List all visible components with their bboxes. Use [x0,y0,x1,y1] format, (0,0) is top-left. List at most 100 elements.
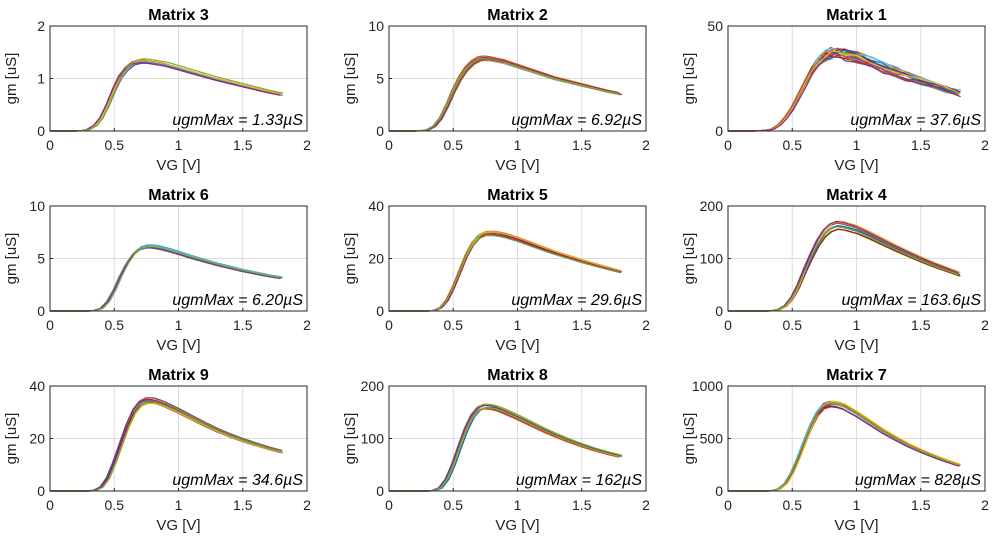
series-line [728,226,960,312]
x-tick-label: 0.5 [105,317,125,333]
chart-title: Matrix 7 [826,367,887,384]
subplot-3: 0 0.5 1 1.5 2 0 50 Matrix 1 VG [V] gm [uS] ugmMax … [681,7,989,174]
chart-title: Matrix 5 [487,187,548,204]
annotation-label: ugmMax = 34.6µS [172,472,303,489]
y-tick-label: 0 [376,483,384,499]
annotation-label: ugmMax = 6.92µS [511,112,642,129]
x-axis-label: VG [V] [156,517,200,534]
x-axis-label: VG [V] [834,157,878,174]
x-tick-label: 0 [724,137,732,153]
y-tick-label: 100 [361,431,385,447]
x-axis-label: VG [V] [834,517,878,534]
annotation-label: ugmMax = 6.20µS [172,292,303,309]
y-axis-label: gm [uS] [342,53,359,105]
y-tick-label: 20 [29,431,45,447]
x-tick-label: 0 [385,497,393,513]
chart-title: Matrix 1 [826,7,887,24]
annotation-label: ugmMax = 29.6µS [511,292,642,309]
subplot-9: 0 0.5 1 1.5 2 0 500 1000 Matrix 7 VG [V] gm [uS] ug… [681,367,989,534]
chart-title: Matrix 8 [487,367,548,384]
y-tick-label: 0 [37,483,45,499]
x-axis-label: VG [V] [156,337,200,354]
chart-title: Matrix 2 [487,7,548,24]
x-axis-label: VG [V] [156,157,200,174]
y-tick-label: 0 [37,123,45,139]
x-tick-label: 1.5 [911,497,931,513]
series-line [728,54,961,132]
y-tick-label: 2 [37,18,45,34]
x-tick-label: 0 [385,317,393,333]
x-tick-label: 2 [642,137,650,153]
annotation-label: ugmMax = 37.6µS [850,112,981,129]
x-tick-label: 1 [853,497,861,513]
y-axis-label: gm [uS] [3,413,20,465]
x-tick-label: 1 [175,137,183,153]
x-tick-label: 0 [46,137,54,153]
x-tick-label: 0 [724,497,732,513]
x-axis-label: VG [V] [495,517,539,534]
x-tick-label: 2 [981,137,989,153]
annotation-label: ugmMax = 163.6µS [841,292,981,309]
series-line [389,406,621,492]
x-axis-label: VG [V] [495,337,539,354]
y-tick-label: 100 [700,251,724,267]
x-tick-label: 0.5 [444,137,464,153]
y-tick-label: 40 [29,378,45,394]
x-tick-label: 0 [46,317,54,333]
y-tick-label: 0 [715,123,723,139]
series-line [728,402,959,492]
x-tick-label: 0.5 [444,497,464,513]
chart-title: Matrix 3 [148,7,209,24]
series-line [728,400,962,492]
series-line [728,50,961,132]
annotation-label: ugmMax = 162µS [516,472,643,489]
y-tick-label: 200 [361,378,385,394]
y-tick-label: 5 [37,251,45,267]
x-tick-label: 1 [514,317,522,333]
y-tick-label: 10 [29,198,45,214]
chart-title: Matrix 6 [148,187,209,204]
x-tick-label: 1 [514,137,522,153]
x-tick-label: 0.5 [783,497,803,513]
series-line [50,58,284,132]
y-axis-label: gm [uS] [342,413,359,465]
annotation-label: ugmMax = 1.33µS [172,112,303,129]
x-tick-label: 2 [303,137,311,153]
y-tick-label: 1000 [692,378,723,394]
series-line [389,404,619,492]
y-axis-label: gm [uS] [681,413,698,465]
y-tick-label: 0 [715,303,723,319]
x-tick-label: 0.5 [783,317,803,333]
x-tick-label: 1.5 [911,137,931,153]
x-tick-label: 1.5 [233,317,253,333]
subplot-6: 0 0.5 1 1.5 2 0 100 200 Matrix 4 VG [V] gm [uS] ugm… [681,187,989,354]
x-tick-label: 1 [853,317,861,333]
x-axis-label: VG [V] [834,337,878,354]
y-tick-label: 0 [376,123,384,139]
x-tick-label: 1 [853,137,861,153]
x-tick-label: 2 [981,317,989,333]
y-tick-label: 1 [37,71,45,87]
series-line [50,60,282,132]
subplot-1: 0 0.5 1 1.5 2 0 1 2 Matrix 3 VG [V] gm [uS] ugmMax … [3,7,311,174]
x-tick-label: 0 [385,137,393,153]
y-tick-label: 40 [368,198,384,214]
x-tick-label: 2 [303,317,311,333]
subplot-4: 0 0.5 1 1.5 2 0 5 10 Matrix 6 VG [V] gm [uS] ugmMax… [3,187,311,354]
chart-title: Matrix 9 [148,367,209,384]
series-line [50,247,282,312]
subplot-8: 0 0.5 1 1.5 2 0 100 200 Matrix 8 VG [V] gm [uS] ugm… [342,367,650,534]
y-axis-label: gm [uS] [681,53,698,105]
series-line [50,401,284,492]
series-line [389,234,622,312]
x-tick-label: 2 [642,497,650,513]
x-tick-label: 1 [175,497,183,513]
x-tick-label: 1.5 [572,137,592,153]
chart-title: Matrix 4 [826,187,887,204]
x-tick-label: 1.5 [233,497,253,513]
x-tick-label: 1.5 [911,317,931,333]
y-axis-label: gm [uS] [3,53,20,105]
